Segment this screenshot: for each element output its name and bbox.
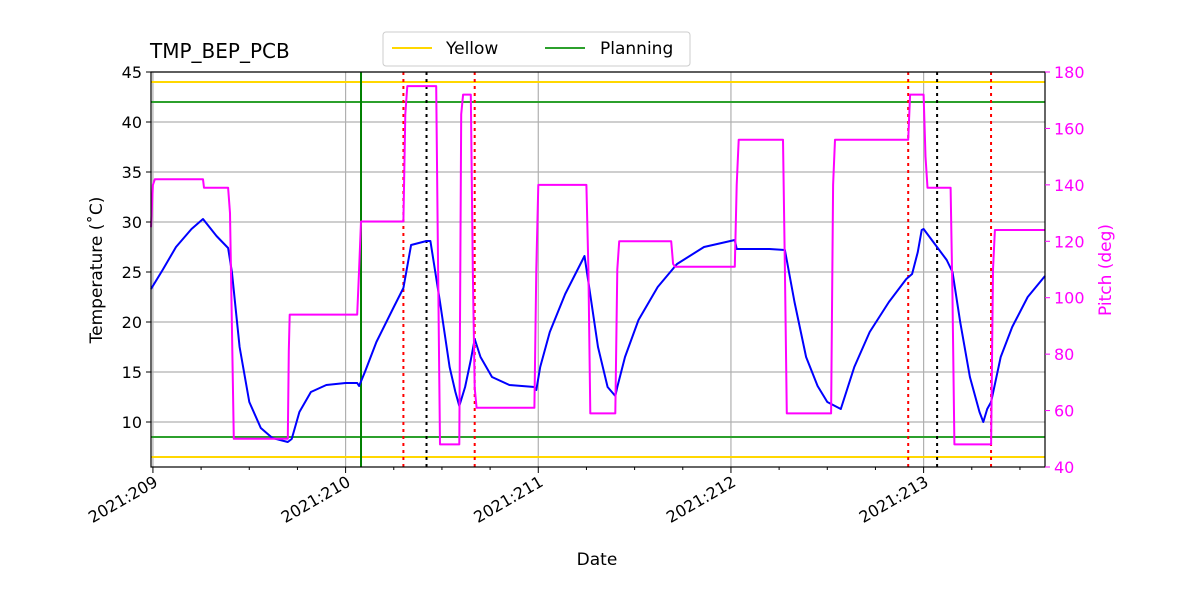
y2-tick-label: 180 bbox=[1054, 63, 1085, 82]
plot-frame bbox=[150, 71, 1046, 468]
x-tick-label: 2021:209 bbox=[85, 472, 161, 527]
series-layer bbox=[150, 85, 1046, 446]
legend-box bbox=[382, 31, 691, 67]
y-tick-label: 45 bbox=[122, 63, 142, 82]
y2-tick-label: 60 bbox=[1054, 402, 1074, 421]
y2-tick-label: 140 bbox=[1054, 176, 1085, 195]
y2-tick-label: 160 bbox=[1054, 119, 1085, 138]
y2-tick-label: 100 bbox=[1054, 289, 1085, 308]
x-tick-label: 2021:210 bbox=[278, 472, 354, 527]
x-tick-label: 2021:213 bbox=[856, 472, 932, 527]
chart-title: TMP_BEP_PCB bbox=[149, 39, 290, 63]
legend-label-planning: Planning bbox=[600, 39, 673, 59]
y-tick-label: 25 bbox=[122, 263, 142, 282]
y-axis-label: Temperature (˚C) bbox=[86, 197, 107, 345]
legend: Yellow Planning bbox=[382, 31, 691, 67]
y-tick-label: 15 bbox=[122, 363, 142, 382]
y-tick-label: 10 bbox=[122, 413, 142, 432]
x-tick-label: 2021:212 bbox=[663, 472, 739, 527]
y-tick-label: 35 bbox=[122, 163, 142, 182]
y-tick-label: 30 bbox=[122, 213, 142, 232]
series-line-pitch bbox=[150, 85, 1045, 446]
series-line-temperature bbox=[150, 218, 1046, 443]
y2-axis-label: Pitch (deg) bbox=[1096, 224, 1116, 316]
y-tick-label: 20 bbox=[122, 313, 142, 332]
legend-label-yellow: Yellow bbox=[445, 39, 498, 59]
y2-tick-label: 120 bbox=[1054, 232, 1085, 251]
y2-tick-label: 40 bbox=[1054, 458, 1074, 477]
grid-layer bbox=[151, 71, 1045, 467]
vertical-lines-layer bbox=[360, 72, 993, 467]
x-tick-label: 2021:211 bbox=[470, 472, 546, 527]
y-tick-label: 40 bbox=[122, 113, 142, 132]
y2-tick-label: 80 bbox=[1054, 345, 1074, 364]
limit-lines-layer bbox=[151, 81, 1045, 458]
x-axis-label: Date bbox=[577, 550, 618, 570]
